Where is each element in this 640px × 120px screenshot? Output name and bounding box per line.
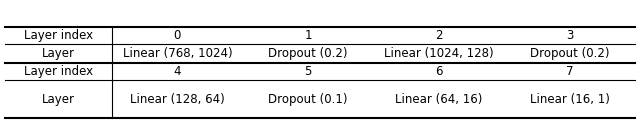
Text: Linear (16, 1): Linear (16, 1) bbox=[530, 93, 609, 105]
Text: 3: 3 bbox=[566, 29, 573, 42]
Text: 4: 4 bbox=[173, 65, 181, 78]
Text: 2: 2 bbox=[435, 29, 443, 42]
Text: Layer: Layer bbox=[42, 47, 75, 60]
Text: 7: 7 bbox=[566, 65, 573, 78]
Text: Layer index: Layer index bbox=[24, 29, 93, 42]
Text: 5: 5 bbox=[305, 65, 312, 78]
Text: Layer index: Layer index bbox=[24, 65, 93, 78]
Text: Dropout (0.1): Dropout (0.1) bbox=[268, 93, 348, 105]
Text: Layer: Layer bbox=[42, 93, 75, 105]
Text: Dropout (0.2): Dropout (0.2) bbox=[268, 47, 348, 60]
Text: Dropout (0.2): Dropout (0.2) bbox=[530, 47, 609, 60]
Text: Linear (128, 64): Linear (128, 64) bbox=[130, 93, 225, 105]
Text: Linear (1024, 128): Linear (1024, 128) bbox=[384, 47, 493, 60]
Text: 0: 0 bbox=[173, 29, 181, 42]
Text: Linear (768, 1024): Linear (768, 1024) bbox=[123, 47, 232, 60]
Text: 1: 1 bbox=[305, 29, 312, 42]
Text: 6: 6 bbox=[435, 65, 443, 78]
Text: Linear (64, 16): Linear (64, 16) bbox=[395, 93, 483, 105]
